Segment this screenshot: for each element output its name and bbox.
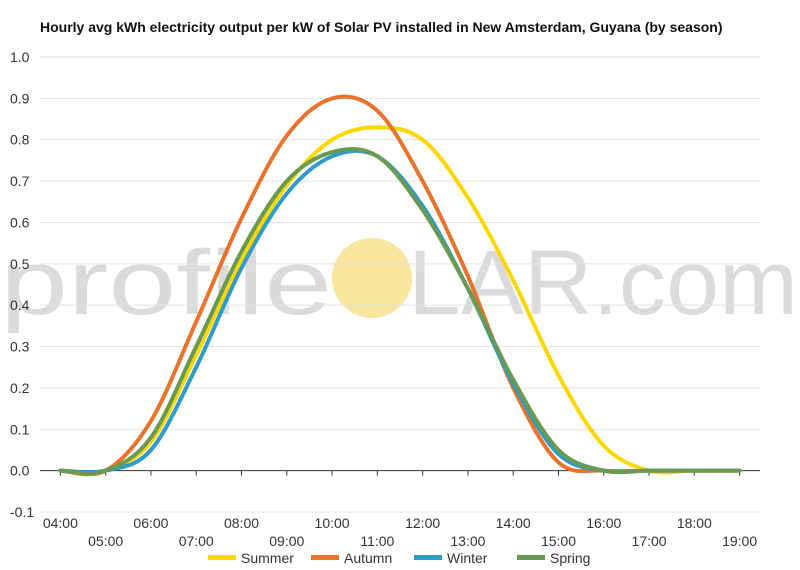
x-tick-label: 17:00 [632, 533, 667, 549]
x-tick-label: 14:00 [496, 515, 531, 531]
x-tick-label: 08:00 [224, 515, 259, 531]
watermark: profile LAR.com [0, 232, 798, 334]
legend-swatch-autumn [311, 555, 339, 560]
y-tick-label: 0.5 [10, 256, 30, 272]
y-tick-label: 0.1 [10, 421, 30, 437]
watermark-text-right: LAR.com [408, 232, 798, 334]
y-tick-label: -0.1 [10, 504, 34, 520]
y-tick-label: 0.2 [10, 380, 30, 396]
legend-label-spring: Spring [550, 550, 590, 566]
legend-swatch-summer [208, 555, 236, 560]
x-tick-label: 18:00 [677, 515, 712, 531]
y-tick-label: 0.3 [10, 339, 30, 355]
y-tick-label: 0.4 [10, 297, 30, 313]
series-line-spring [58, 147, 742, 476]
x-tick-label: 05:00 [88, 533, 123, 549]
legend: Summer Autumn Winter Spring [208, 550, 590, 566]
y-tick-label: 0.6 [10, 214, 30, 230]
x-tick-label: 09:00 [269, 533, 304, 549]
x-tick-label: 11:00 [360, 533, 394, 549]
x-tick-label: 12:00 [405, 515, 440, 531]
y-axis-ticks: -0.1 0.0 0.1 0.2 0.3 0.4 0.5 0.6 0.7 0.8 0.9 1.0 [10, 49, 34, 520]
x-tick-label: 07:00 [179, 533, 214, 549]
watermark-text-left: profile [0, 232, 332, 334]
x-tick-label: 13:00 [450, 533, 485, 549]
legend-label-summer: Summer [241, 550, 294, 566]
x-tick-label: 06:00 [133, 515, 168, 531]
legend-label-autumn: Autumn [344, 550, 392, 566]
y-tick-label: 1.0 [10, 49, 30, 65]
legend-swatch-winter [414, 555, 442, 560]
y-tick-label: 0.9 [10, 90, 30, 106]
x-axis-ticks: 04:00 05:00 06:00 07:00 08:00 09:00 10:00 11:00… [43, 470, 757, 549]
x-tick-label: 19:00 [722, 533, 757, 549]
chart-title: Hourly avg kWh electricity output per kW… [40, 19, 723, 35]
y-tick-label: 0.8 [10, 132, 30, 148]
series-lines [58, 94, 742, 477]
x-tick-label: 04:00 [43, 515, 78, 531]
x-tick-label: 15:00 [541, 533, 576, 549]
legend-label-winter: Winter [447, 550, 488, 566]
x-tick-label: 10:00 [315, 515, 350, 531]
legend-swatch-spring [517, 555, 545, 560]
series-line-summer [58, 125, 742, 475]
y-tick-label: 0.7 [10, 173, 30, 189]
watermark-sun [332, 238, 412, 318]
y-tick-label: 0.0 [10, 463, 30, 479]
x-tick-label: 16:00 [586, 515, 621, 531]
